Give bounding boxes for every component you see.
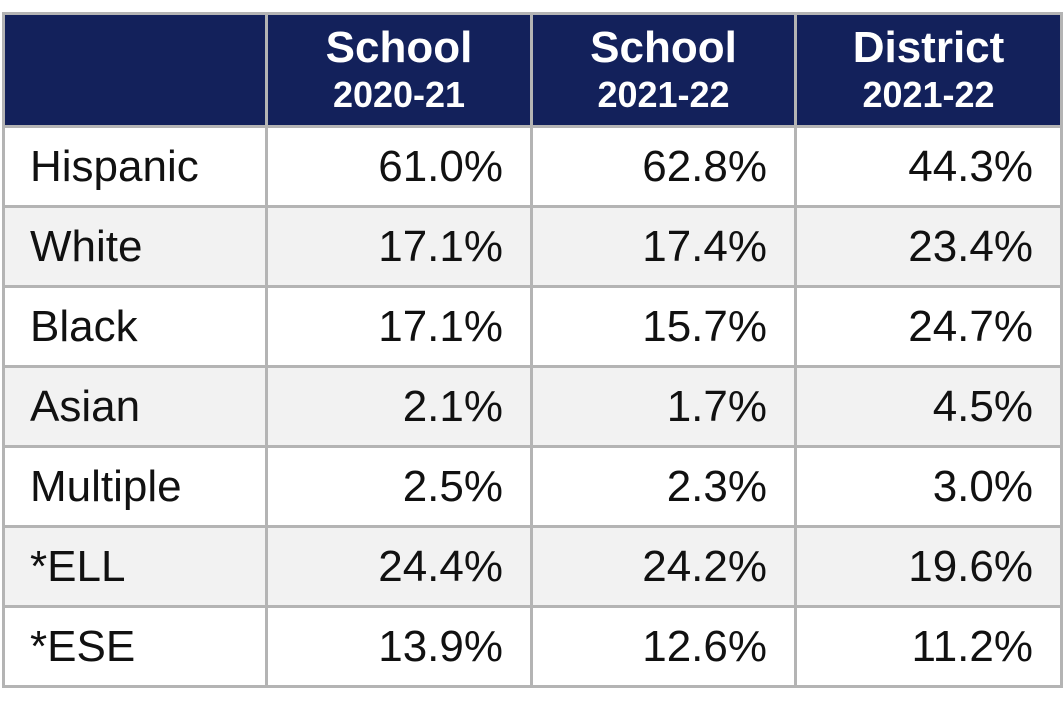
table-row: Hispanic 61.0% 62.8% 44.3% — [2, 125, 1063, 208]
demographics-table: School 2020-21 School 2021-22 District 2021-2… — [2, 12, 1063, 688]
cell-value: 1.7% — [530, 365, 797, 448]
column-period: 2021-22 — [862, 74, 995, 115]
cell-value: 24.2% — [530, 525, 797, 608]
table-row: Black 17.1% 15.7% 24.7% — [2, 285, 1063, 368]
header-row: School 2020-21 School 2021-22 District 2021-2… — [2, 12, 1063, 128]
column-title: District — [852, 23, 1005, 72]
cell-value: 44.3% — [794, 125, 1063, 208]
cell-value: 4.5% — [794, 365, 1063, 448]
cell-value: 15.7% — [530, 285, 797, 368]
row-label: White — [2, 205, 268, 288]
cell-value: 2.3% — [530, 445, 797, 528]
row-label: *ESE — [2, 605, 268, 688]
table-row: Asian 2.1% 1.7% 4.5% — [2, 365, 1063, 448]
cell-value: 62.8% — [530, 125, 797, 208]
table-container: School 2020-21 School 2021-22 District 2021-2… — [2, 12, 1063, 688]
table-row: Multiple 2.5% 2.3% 3.0% — [2, 445, 1063, 528]
cell-value: 23.4% — [794, 205, 1063, 288]
column-period: 2020-21 — [332, 74, 466, 115]
table-body: Hispanic 61.0% 62.8% 44.3% White 17.1% 17.4% 23… — [2, 125, 1063, 688]
row-label: Asian — [2, 365, 268, 448]
column-header: School 2021-22 — [530, 12, 797, 128]
table-row: *ELL 24.4% 24.2% 19.6% — [2, 525, 1063, 608]
header-corner — [2, 12, 268, 128]
column-period: 2021-22 — [597, 74, 730, 115]
cell-value: 19.6% — [794, 525, 1063, 608]
column-header: District 2021-22 — [794, 12, 1063, 128]
cell-value: 61.0% — [265, 125, 533, 208]
cell-value: 24.7% — [794, 285, 1063, 368]
column-header: School 2020-21 — [265, 12, 533, 128]
cell-value: 13.9% — [265, 605, 533, 688]
cell-value: 2.1% — [265, 365, 533, 448]
table-row: *ESE 13.9% 12.6% 11.2% — [2, 605, 1063, 688]
cell-value: 12.6% — [530, 605, 797, 688]
row-label: Hispanic — [2, 125, 268, 208]
table-row: White 17.1% 17.4% 23.4% — [2, 205, 1063, 288]
column-title: School — [590, 23, 737, 72]
cell-value: 24.4% — [265, 525, 533, 608]
row-label: Multiple — [2, 445, 268, 528]
cell-value: 11.2% — [794, 605, 1063, 688]
cell-value: 3.0% — [794, 445, 1063, 528]
cell-value: 17.1% — [265, 285, 533, 368]
cell-value: 2.5% — [265, 445, 533, 528]
row-label: *ELL — [2, 525, 268, 608]
column-title: School — [325, 23, 473, 72]
cell-value: 17.1% — [265, 205, 533, 288]
cell-value: 17.4% — [530, 205, 797, 288]
row-label: Black — [2, 285, 268, 368]
